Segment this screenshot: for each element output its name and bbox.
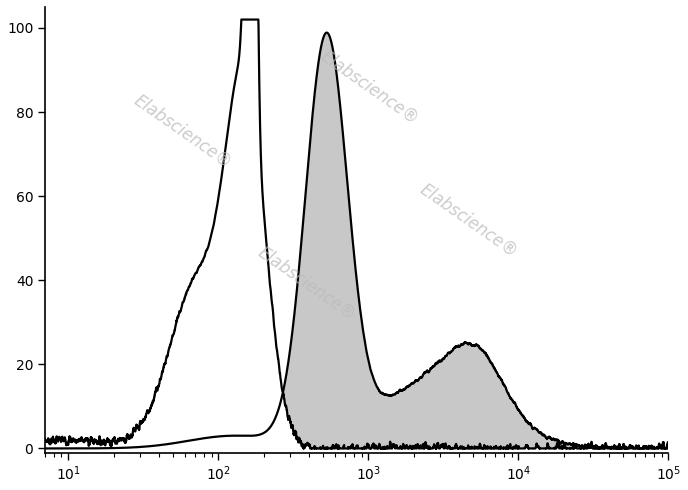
Text: Elabscience®: Elabscience® bbox=[417, 180, 522, 261]
Text: Elabscience®: Elabscience® bbox=[317, 47, 422, 127]
Text: Elabscience®: Elabscience® bbox=[255, 243, 359, 323]
Text: Elabscience®: Elabscience® bbox=[130, 92, 235, 172]
